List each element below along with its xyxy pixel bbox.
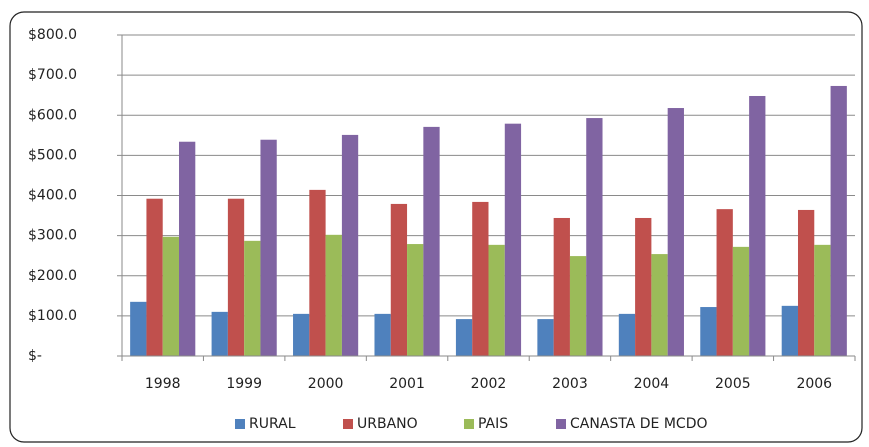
bar xyxy=(586,118,603,356)
bar xyxy=(211,311,228,356)
x-tick-label: 2006 xyxy=(796,376,832,392)
y-tick-label: $300.0 xyxy=(28,228,77,244)
bar xyxy=(325,234,342,356)
legend-label: URBANO xyxy=(357,416,418,432)
y-tick-label: $- xyxy=(28,348,42,364)
bar xyxy=(146,198,163,356)
bar xyxy=(374,313,391,356)
bar xyxy=(472,201,489,356)
bar xyxy=(488,244,505,356)
bar xyxy=(716,209,733,356)
bar xyxy=(260,139,277,356)
bar xyxy=(309,189,326,356)
x-tick-label: 2002 xyxy=(471,376,507,392)
bar xyxy=(635,217,652,356)
bar xyxy=(341,134,359,356)
bar xyxy=(618,313,636,356)
bar xyxy=(569,256,587,356)
bar xyxy=(830,85,847,357)
y-tick-label: $400.0 xyxy=(28,188,77,204)
bar xyxy=(749,95,766,357)
y-tick-label: $200.0 xyxy=(28,268,77,284)
bar xyxy=(130,301,147,356)
x-tick-label: 2001 xyxy=(389,376,425,392)
bar xyxy=(423,126,440,356)
bar xyxy=(293,313,310,356)
bar xyxy=(504,123,522,357)
bar xyxy=(651,254,668,356)
x-tick-label: 2003 xyxy=(552,376,588,392)
bar xyxy=(162,236,180,356)
legend-label: RURAL xyxy=(249,416,296,432)
bar xyxy=(797,209,815,356)
x-tick-label: 2005 xyxy=(715,376,751,392)
bar xyxy=(227,198,245,356)
legend-swatch xyxy=(235,419,245,429)
bar xyxy=(244,240,261,356)
bar xyxy=(455,319,473,356)
x-tick-label: 1999 xyxy=(226,376,262,392)
bar xyxy=(781,305,798,356)
x-tick-label: 2004 xyxy=(634,376,670,392)
bar xyxy=(814,244,831,356)
bar xyxy=(179,141,196,356)
x-tick-label: 1998 xyxy=(145,376,181,392)
legend-label: PAIS xyxy=(478,416,508,432)
bar xyxy=(667,108,684,356)
bar xyxy=(700,307,717,356)
bar xyxy=(390,203,408,356)
bar xyxy=(407,244,424,356)
x-tick-label: 2000 xyxy=(308,376,344,392)
bar xyxy=(537,319,554,356)
y-tick-label: $800.0 xyxy=(28,27,77,43)
y-tick-label: $700.0 xyxy=(28,67,77,83)
y-tick-label: $100.0 xyxy=(28,308,77,324)
legend-swatch xyxy=(343,419,353,429)
legend-swatch xyxy=(556,419,566,429)
legend-label: CANASTA DE MCDO xyxy=(570,416,708,432)
legend-swatch xyxy=(464,419,474,429)
bar xyxy=(553,217,570,356)
bar xyxy=(732,246,750,356)
y-tick-label: $600.0 xyxy=(28,107,77,123)
y-tick-label: $500.0 xyxy=(28,147,77,163)
